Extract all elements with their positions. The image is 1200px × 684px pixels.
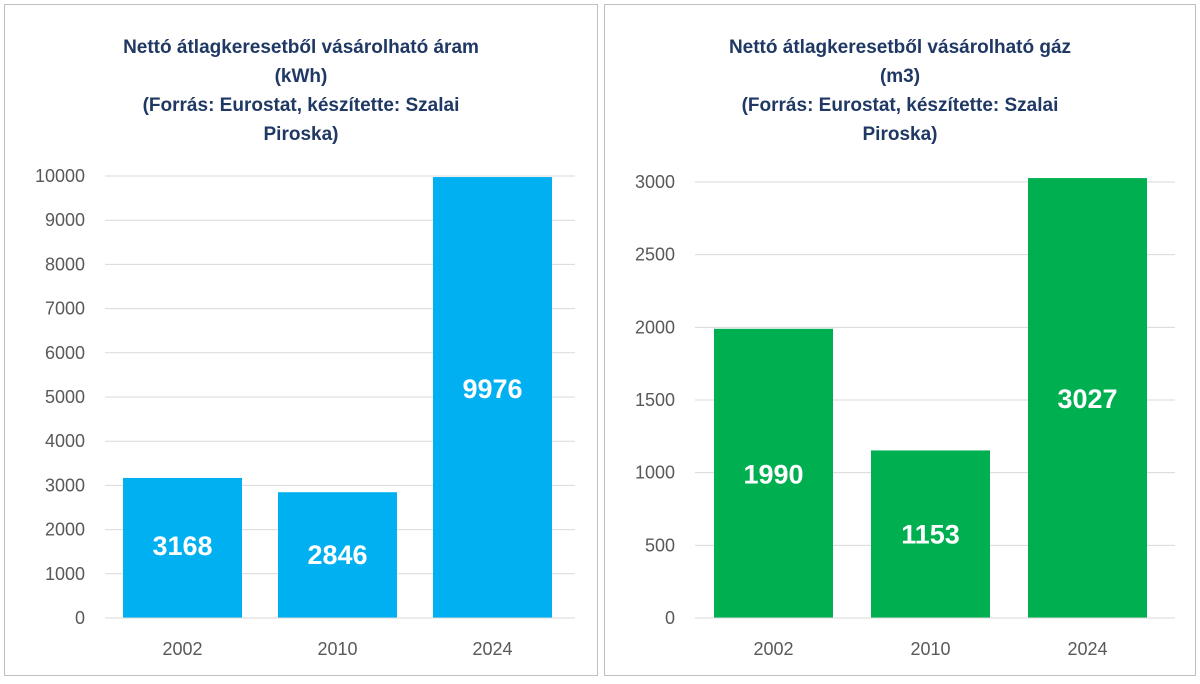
chart-panel-electricity: Nettó átlagkeresetből vásárolható áram (… (4, 4, 598, 676)
y-tick-label: 1000 (635, 463, 675, 483)
x-tick-label: 2010 (317, 639, 357, 659)
bar (1028, 178, 1147, 619)
bar (714, 328, 833, 618)
y-tick-label: 4000 (45, 431, 85, 451)
bar-chart-gas: 0 500 1000 1500 2000 2500 3000 1990 2002 1153 2010… (635, 172, 1175, 659)
chart-panel-gas: Nettó átlagkeresetből vásárolható gáz (m… (604, 4, 1196, 676)
chart-title: Nettó átlagkeresetből vásárolható gáz (m… (665, 33, 1135, 149)
chart-title-line: (Forrás: Eurostat, készítette: Szalai (741, 95, 1059, 116)
y-tick-label: 2000 (45, 520, 85, 540)
y-tick-label: 0 (665, 608, 675, 628)
chart-title-line: (kWh) (274, 66, 328, 87)
y-tick-label: 1500 (635, 390, 675, 410)
y-tick-label: 7000 (45, 299, 85, 319)
bar-chart-electricity: 0 1000 2000 3000 4000 5000 6000 7000 8000 9000 100… (35, 166, 575, 659)
y-tick-label: 10000 (35, 166, 85, 186)
x-tick-label: 2024 (1067, 639, 1107, 659)
chart-title-line: Nettó átlagkeresetből vásárolható gáz (728, 37, 1072, 58)
y-tick-label: 3000 (635, 172, 675, 192)
chart-title-line: Nettó átlagkeresetből vásárolható áram (123, 37, 479, 58)
y-tick-label: 6000 (45, 343, 85, 363)
y-tick-label: 3000 (45, 475, 85, 495)
data-label: 2846 (307, 540, 367, 570)
bar (278, 492, 397, 618)
x-tick-label: 2002 (753, 639, 793, 659)
x-tick-label: 2010 (910, 639, 950, 659)
x-tick-label: 2002 (162, 639, 202, 659)
y-tick-label: 8000 (45, 254, 85, 274)
y-tick-label: 2000 (635, 317, 675, 337)
data-label: 3168 (152, 531, 212, 561)
y-tick-label: 9000 (45, 210, 85, 230)
bar (871, 450, 990, 618)
chart-title-line: Piroska) (862, 124, 938, 145)
bar (123, 477, 242, 618)
data-label: 9976 (462, 374, 522, 404)
y-tick-label: 500 (645, 535, 675, 555)
chart-title-line: Piroska) (263, 124, 339, 145)
y-tick-label: 1000 (45, 564, 85, 584)
data-label: 1990 (743, 459, 803, 489)
data-label: 1153 (901, 520, 960, 550)
bar (433, 177, 552, 619)
y-tick-label: 5000 (45, 387, 85, 407)
x-tick-label: 2024 (472, 639, 512, 659)
chart-title: Nettó átlagkeresetből vásárolható áram (… (65, 33, 537, 149)
y-tick-label: 0 (75, 608, 85, 628)
chart-title-line: (Forrás: Eurostat, készítette: Szalai (142, 95, 460, 116)
y-tick-label: 2500 (635, 245, 675, 265)
data-label: 3027 (1057, 384, 1117, 414)
chart-title-line: (m3) (879, 66, 921, 87)
